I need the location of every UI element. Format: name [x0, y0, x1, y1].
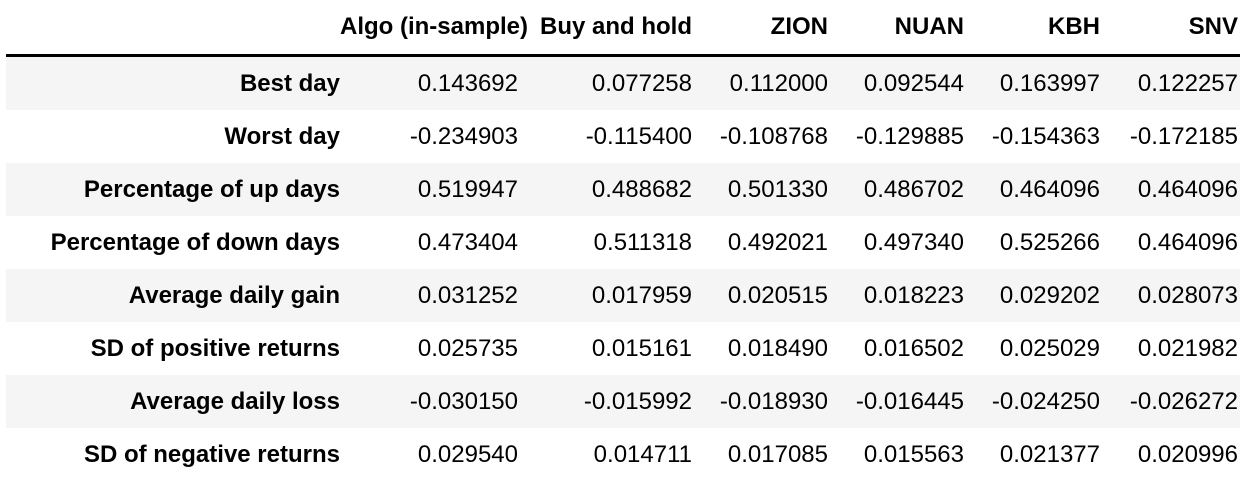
- table-row-avg-daily-loss: Average daily loss -0.030150 -0.015992 -…: [6, 375, 1240, 428]
- table-row-sd-positive-returns: SD of positive returns 0.025735 0.015161…: [6, 322, 1240, 375]
- cell: 0.018490: [727, 334, 828, 362]
- table-row-worst-day: Worst day -0.234903 -0.115400 -0.108768 …: [6, 110, 1240, 163]
- cell: 0.511318: [593, 228, 692, 256]
- corner-cell: [6, 0, 340, 57]
- cell: 0.015161: [591, 334, 692, 362]
- cell: 0.018223: [863, 281, 964, 309]
- cell: 0.015563: [863, 440, 964, 468]
- cell: -0.016445: [855, 387, 964, 415]
- cell: 0.112000: [729, 69, 828, 97]
- row-label: Average daily gain: [128, 281, 340, 309]
- cell: 0.497340: [863, 228, 964, 256]
- header-row: Algo (in-sample) Buy and hold ZION NUAN …: [6, 0, 1240, 57]
- cell: 0.464096: [999, 175, 1100, 203]
- row-label: Percentage of down days: [50, 228, 340, 256]
- cell: 0.025029: [999, 334, 1100, 362]
- cell: 0.020996: [1137, 440, 1238, 468]
- column-header-nuan: NUAN: [828, 0, 964, 57]
- cell: 0.020515: [727, 281, 828, 309]
- table-row-pct-down-days: Percentage of down days 0.473404 0.51131…: [6, 216, 1240, 269]
- cell: 0.025735: [417, 334, 518, 362]
- cell: 0.077258: [591, 69, 692, 97]
- column-header-algo-in-sample: Algo (in-sample): [340, 0, 528, 57]
- row-label: Best day: [239, 69, 340, 97]
- cell: 0.519947: [417, 175, 518, 203]
- cell: -0.108768: [719, 122, 828, 150]
- cell: 0.143692: [417, 69, 518, 97]
- cell: 0.021377: [999, 440, 1100, 468]
- column-header-kbh: KBH: [964, 0, 1100, 57]
- performance-stats-table: Algo (in-sample) Buy and hold ZION NUAN …: [6, 0, 1240, 481]
- cell: 0.473404: [417, 228, 518, 256]
- cell: -0.234903: [409, 122, 518, 150]
- row-label: SD of negative returns: [83, 440, 340, 468]
- row-label: Worst day: [224, 122, 340, 150]
- cell: 0.092544: [863, 69, 964, 97]
- cell: 0.017085: [727, 440, 828, 468]
- column-header-buy-and-hold: Buy and hold: [518, 0, 692, 57]
- cell: 0.028073: [1137, 281, 1238, 309]
- cell: 0.029540: [417, 440, 518, 468]
- cell: -0.026272: [1129, 387, 1238, 415]
- cell: 0.492021: [727, 228, 828, 256]
- cell: 0.464096: [1137, 228, 1238, 256]
- column-header-zion: ZION: [692, 0, 828, 57]
- cell: 0.016502: [863, 334, 964, 362]
- cell: 0.486702: [863, 175, 964, 203]
- cell: 0.029202: [999, 281, 1100, 309]
- row-label: Percentage of up days: [83, 175, 340, 203]
- row-label: SD of positive returns: [90, 334, 340, 362]
- cell: -0.018930: [719, 387, 828, 415]
- cell: -0.030150: [409, 387, 518, 415]
- cell: 0.163997: [999, 69, 1100, 97]
- cell: -0.154363: [991, 122, 1100, 150]
- cell: 0.021982: [1137, 334, 1238, 362]
- table-row-pct-up-days: Percentage of up days 0.519947 0.488682 …: [6, 163, 1240, 216]
- cell: 0.501330: [727, 175, 828, 203]
- cell: -0.015992: [583, 387, 692, 415]
- cell: -0.115400: [585, 122, 692, 150]
- cell: 0.014711: [593, 440, 692, 468]
- cell: -0.024250: [991, 387, 1100, 415]
- cell: 0.017959: [591, 281, 692, 309]
- cell: -0.172185: [1129, 122, 1238, 150]
- row-label: Average daily loss: [130, 387, 340, 415]
- column-header-snv: SNV: [1100, 0, 1240, 57]
- table-row-avg-daily-gain: Average daily gain 0.031252 0.017959 0.0…: [6, 269, 1240, 322]
- cell: 0.525266: [999, 228, 1100, 256]
- cell: 0.488682: [591, 175, 692, 203]
- cell: 0.464096: [1137, 175, 1238, 203]
- table-row-best-day: Best day 0.143692 0.077258 0.112000 0.09…: [6, 55, 1240, 110]
- cell: -0.129885: [855, 122, 964, 150]
- cell: 0.122257: [1137, 69, 1238, 97]
- table-row-sd-negative-returns: SD of negative returns 0.029540 0.014711…: [6, 428, 1240, 481]
- cell: 0.031252: [417, 281, 518, 309]
